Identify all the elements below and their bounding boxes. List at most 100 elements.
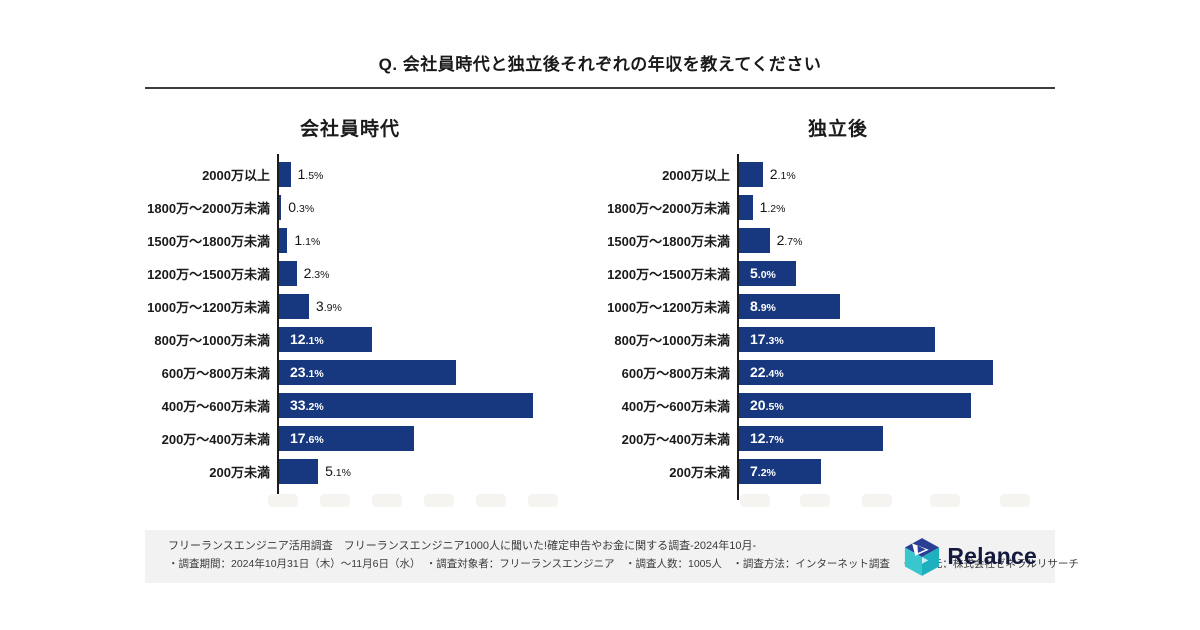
category-label: 200万〜400万未満 xyxy=(161,432,270,447)
category-label: 1800万〜2000万未満 xyxy=(147,201,270,216)
logo-text: Relance xyxy=(947,543,1037,569)
bar-row: 200万未満 7.2% xyxy=(560,455,993,488)
axis-tick-ghost xyxy=(528,494,558,507)
bar xyxy=(279,228,288,253)
value-label: 33.2% xyxy=(290,396,324,413)
axis-tick-ghost xyxy=(424,494,454,507)
bar: 7.2% xyxy=(739,459,821,484)
bar-row: 2000万以上 2.1% xyxy=(560,158,993,191)
bar-row: 400万〜600万未満 33.2% xyxy=(100,389,534,422)
right-chart: 2000万以上 2.1% 1800万〜2000万未満 1.2% 1500万〜1800万未… xyxy=(560,158,993,488)
bar xyxy=(279,162,291,187)
bar xyxy=(739,228,770,253)
chart-title-after: 独立後 xyxy=(807,119,868,140)
bar-row: 2000万以上 1.5% xyxy=(100,158,533,191)
page-title: Q. 会社員時代と独立後それぞれの年収を教えてください xyxy=(378,55,822,74)
value-label: 20.5% xyxy=(750,396,784,413)
value-label: 12.1% xyxy=(290,330,324,347)
bar: 20.5% xyxy=(739,393,972,418)
bar-row: 200万〜400万未満 17.6% xyxy=(100,422,533,455)
axis-tick-ghost xyxy=(372,494,402,507)
value-label: 0.3% xyxy=(288,198,315,215)
bar: 8.9% xyxy=(739,294,840,319)
value-label: 1.5% xyxy=(297,165,324,182)
bar-row: 600万〜800万未満 22.4% xyxy=(560,356,993,389)
category-label: 1800万〜2000万未満 xyxy=(607,201,730,216)
relance-logo: Relance xyxy=(904,537,1037,577)
category-label: 200万未満 xyxy=(209,465,270,480)
category-label: 1000万〜1200万未満 xyxy=(147,300,270,315)
axis-tick-ghost xyxy=(800,494,830,507)
value-label: 5.0% xyxy=(750,264,776,281)
bar xyxy=(739,195,753,220)
axis-tick-ghost xyxy=(320,494,350,507)
value-label: 7.2% xyxy=(750,462,776,479)
axis-tick-ghost xyxy=(930,494,960,507)
bar: 5.0% xyxy=(739,261,796,286)
value-label: 12.7% xyxy=(750,429,784,446)
bar-row: 800万〜1000万未満 17.3% xyxy=(560,323,993,356)
bar-row: 1200万〜1500万未満 2.3% xyxy=(100,257,533,290)
axis-tick-ghost xyxy=(476,494,506,507)
category-label: 200万〜400万未満 xyxy=(621,432,730,447)
bar xyxy=(279,261,297,286)
category-label: 800万〜1000万未満 xyxy=(154,333,270,348)
footer-text: フリーランスエンジニア活用調査 フリーランスエンジニア1000人に聞いた!確定申… xyxy=(168,537,1079,573)
category-label: 600万〜800万未満 xyxy=(161,366,270,381)
value-label: 17.3% xyxy=(750,330,784,347)
bar: 12.1% xyxy=(279,327,372,352)
axis-tick-ghost xyxy=(268,494,298,507)
bar-row: 400万〜600万未満 20.5% xyxy=(560,389,993,422)
bar xyxy=(279,195,282,220)
value-label: 22.4% xyxy=(750,363,784,380)
axis-tick-ghost xyxy=(862,494,892,507)
survey-title: フリーランスエンジニア活用調査 フリーランスエンジニア1000人に聞いた!確定申… xyxy=(168,540,757,552)
left-chart-axis xyxy=(277,154,279,500)
bar: 33.2% xyxy=(279,393,534,418)
relance-cube-icon xyxy=(905,537,940,576)
survey-details: ・調査期間：2024年10月31日（木）〜11月6日（水） ・調査対象者：フリー… xyxy=(168,558,1079,570)
bar xyxy=(279,459,319,484)
bar-row: 1800万〜2000万未満 0.3% xyxy=(100,191,533,224)
bar: 17.6% xyxy=(279,426,414,451)
chart-title-before: 会社員時代 xyxy=(299,119,400,140)
category-label: 1200万〜1500万未満 xyxy=(147,267,270,282)
axis-tick-ghost xyxy=(1000,494,1030,507)
category-label: 400万〜600万未満 xyxy=(621,399,730,414)
left-chart: 2000万以上 1.5% 1800万〜2000万未満 0.3% 1500万〜1800万未… xyxy=(100,158,534,488)
category-label: 2000万以上 xyxy=(202,168,270,183)
value-label: 5.1% xyxy=(325,462,351,479)
category-label: 1200万〜1500万未満 xyxy=(607,267,730,282)
bar-row: 1800万〜2000万未満 1.2% xyxy=(560,191,993,224)
category-label: 800万〜1000万未満 xyxy=(614,333,730,348)
bar xyxy=(739,162,763,187)
category-label: 600万〜800万未満 xyxy=(621,366,730,381)
value-label: 1.2% xyxy=(759,198,786,215)
value-label: 1.1% xyxy=(294,231,321,248)
right-chart-axis xyxy=(737,154,739,500)
bar: 12.7% xyxy=(739,426,883,451)
value-label: 2.3% xyxy=(303,264,330,281)
bar-row: 600万〜800万未満 23.1% xyxy=(100,356,533,389)
bar xyxy=(279,294,309,319)
category-label: 1500万〜1800万未満 xyxy=(607,234,730,249)
value-label: 23.1% xyxy=(290,363,324,380)
bar: 17.3% xyxy=(739,327,935,352)
category-label: 200万未満 xyxy=(669,465,730,480)
footer-panel: フリーランスエンジニア活用調査 フリーランスエンジニア1000人に聞いた!確定申… xyxy=(145,530,1079,583)
bar: 22.4% xyxy=(739,360,993,385)
title-divider xyxy=(145,87,1055,89)
value-label: 17.6% xyxy=(290,429,324,446)
bar-row: 1000万〜1200万未満 3.9% xyxy=(100,290,533,323)
bar: 23.1% xyxy=(279,360,456,385)
axis-tick-ghost xyxy=(740,494,770,507)
bar-row: 200万〜400万未満 12.7% xyxy=(560,422,993,455)
bar-row: 800万〜1000万未満 12.1% xyxy=(100,323,533,356)
bar-row: 1500万〜1800万未満 1.1% xyxy=(100,224,533,257)
category-label: 1500万〜1800万未満 xyxy=(147,234,270,249)
value-label: 8.9% xyxy=(750,297,776,314)
value-label: 2.1% xyxy=(769,165,796,182)
category-label: 1000万〜1200万未満 xyxy=(607,300,730,315)
bar-row: 1500万〜1800万未満 2.7% xyxy=(560,224,993,257)
bar-row: 1200万〜1500万未満 5.0% xyxy=(560,257,993,290)
